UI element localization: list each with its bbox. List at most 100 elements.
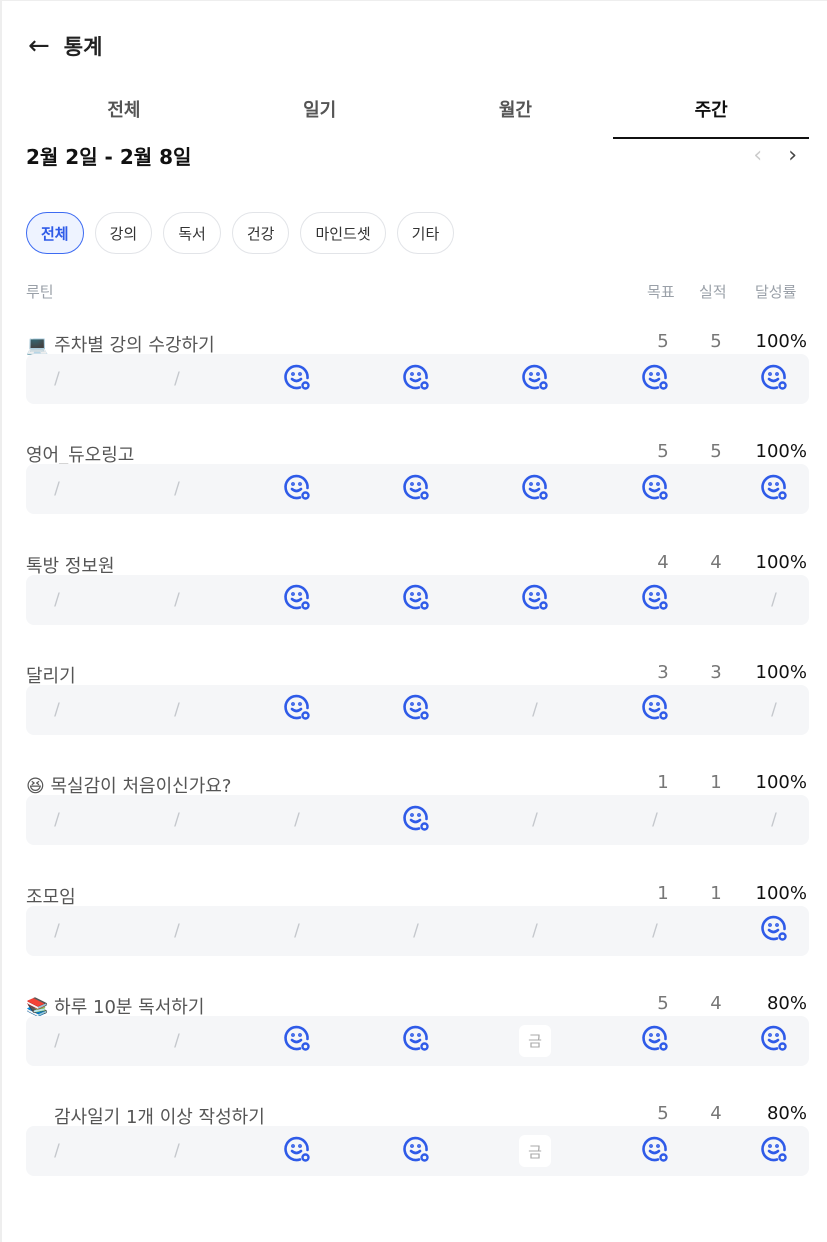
day-cell[interactable]: / <box>157 575 197 625</box>
col-rate: 달성률 <box>755 283 797 301</box>
chip-lecture[interactable]: 강의 <box>94 212 153 254</box>
day-cell[interactable]: / <box>37 354 77 404</box>
day-cell[interactable]: / <box>157 464 197 514</box>
skip-slash: / <box>54 1141 60 1162</box>
smile-check-icon <box>760 363 788 396</box>
day-cell[interactable] <box>635 685 675 735</box>
day-cell[interactable]: / <box>754 685 794 735</box>
skip-slash: / <box>54 920 60 941</box>
day-cell[interactable] <box>396 464 436 514</box>
rate-value: 80% <box>766 992 807 1014</box>
day-cell[interactable] <box>754 464 794 514</box>
tab-monthly[interactable]: 월간 <box>498 100 532 121</box>
day-cell[interactable] <box>277 575 317 625</box>
tab-all[interactable]: 전체 <box>107 100 141 121</box>
day-cell[interactable] <box>635 1126 675 1176</box>
chip-all[interactable]: 전체 <box>26 212 84 254</box>
chip-mindset[interactable]: 마인드셋 <box>300 212 386 254</box>
day-cell[interactable]: / <box>37 1016 77 1066</box>
week-strip: / / 금 <box>26 1015 809 1066</box>
day-cell[interactable] <box>754 1016 794 1066</box>
day-cell[interactable]: / <box>754 575 794 625</box>
day-cell[interactable] <box>396 795 436 845</box>
skip-slash: / <box>174 699 180 720</box>
rate-value: 100% <box>755 441 807 463</box>
skip-slash: / <box>532 810 538 831</box>
day-cell[interactable] <box>396 575 436 625</box>
actual-value: 5 <box>710 441 722 463</box>
day-cell[interactable] <box>396 1016 436 1066</box>
skip-slash: / <box>174 810 180 831</box>
skip-slash: / <box>54 699 60 720</box>
day-cell[interactable] <box>635 575 675 625</box>
day-cell[interactable]: 금 <box>515 1016 555 1066</box>
day-cell[interactable] <box>635 354 675 404</box>
day-cell[interactable] <box>277 685 317 735</box>
day-cell[interactable]: / <box>37 575 77 625</box>
day-cell[interactable] <box>635 1016 675 1066</box>
day-cell[interactable]: / <box>37 685 77 735</box>
day-cell[interactable] <box>396 1126 436 1176</box>
day-cell[interactable]: / <box>157 906 197 956</box>
col-goal: 목표 <box>647 283 675 301</box>
day-cell[interactable] <box>515 575 555 625</box>
day-cell[interactable]: / <box>37 795 77 845</box>
smile-check-icon <box>402 583 430 616</box>
day-cell[interactable]: / <box>515 685 555 735</box>
rate-value: 100% <box>755 331 807 352</box>
day-cell[interactable] <box>754 354 794 404</box>
day-cell[interactable] <box>277 1016 317 1066</box>
day-cell[interactable] <box>277 464 317 514</box>
smile-check-icon <box>641 1024 669 1057</box>
day-cell[interactable]: / <box>157 1016 197 1066</box>
day-cell[interactable]: / <box>157 795 197 845</box>
week-strip: / / / / / / <box>26 905 809 956</box>
skip-slash: / <box>413 920 419 941</box>
day-cell[interactable]: / <box>635 795 675 845</box>
next-week-icon[interactable]: › <box>788 143 797 168</box>
day-cell[interactable]: / <box>37 1126 77 1176</box>
chip-reading[interactable]: 독서 <box>163 212 221 254</box>
day-cell[interactable]: / <box>37 906 77 956</box>
skip-slash: / <box>652 920 658 941</box>
tab-daily[interactable]: 일기 <box>303 100 337 121</box>
day-cell[interactable]: / <box>277 906 317 956</box>
smile-check-icon <box>760 1024 788 1057</box>
rate-value: 100% <box>755 882 807 904</box>
day-cell[interactable] <box>754 906 794 956</box>
day-cell[interactable]: / <box>37 464 77 514</box>
day-cell[interactable]: / <box>396 906 436 956</box>
routine-name: 달리기 <box>26 662 76 688</box>
day-cell[interactable] <box>754 1126 794 1176</box>
tab-weekly[interactable]: 주간 <box>613 93 809 139</box>
date-range: 2월 2일 - 2월 8일 <box>26 145 192 169</box>
day-cell[interactable]: / <box>157 1126 197 1176</box>
back-arrow-icon[interactable]: ← <box>28 31 50 61</box>
day-cell[interactable]: 금 <box>515 1126 555 1176</box>
day-cell[interactable] <box>515 354 555 404</box>
goal-value: 5 <box>657 1103 669 1125</box>
actual-value: 4 <box>710 1103 722 1125</box>
day-cell[interactable]: / <box>157 354 197 404</box>
day-cell[interactable] <box>277 354 317 404</box>
day-cell[interactable] <box>277 1126 317 1176</box>
skip-slash: / <box>294 810 300 831</box>
day-cell[interactable]: / <box>754 795 794 845</box>
day-cell[interactable]: / <box>515 906 555 956</box>
page-title: 통계 <box>63 35 103 59</box>
chip-etc[interactable]: 기타 <box>396 212 455 254</box>
day-cell[interactable]: / <box>157 685 197 735</box>
actual-value: 4 <box>710 551 722 573</box>
goal-value: 4 <box>657 551 669 573</box>
day-cell[interactable] <box>515 464 555 514</box>
day-cell[interactable] <box>396 354 436 404</box>
day-cell[interactable] <box>396 685 436 735</box>
day-cell[interactable]: / <box>277 795 317 845</box>
week-strip: / / <box>26 354 809 404</box>
day-cell[interactable]: / <box>515 795 555 845</box>
chip-health[interactable]: 건강 <box>231 212 290 254</box>
day-cell[interactable] <box>635 464 675 514</box>
day-cell[interactable]: / <box>635 906 675 956</box>
routine-title: 달리기 <box>26 665 76 687</box>
prev-week-icon[interactable]: ‹ <box>753 143 763 168</box>
